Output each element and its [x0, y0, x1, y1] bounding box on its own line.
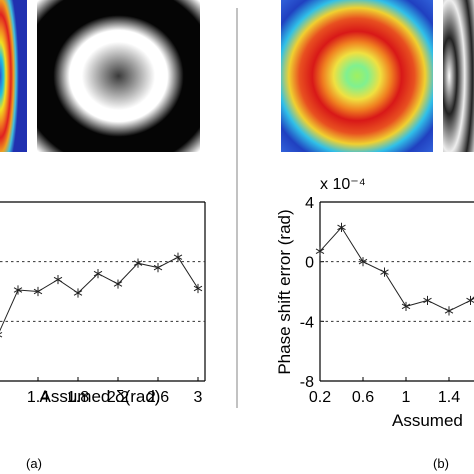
plot-panel-b: 40-4-8 0.20.611.41 Phase shift error (ra… [275, 176, 474, 471]
x-tick-label-b-2: 1 [402, 389, 411, 406]
x-axis-label-a: Assumed δ(rad) [40, 387, 161, 406]
data-point-a-5 [73, 288, 83, 298]
y-tick-label-b-1: 0 [305, 255, 314, 272]
reference-lines-b [320, 261, 474, 322]
y-axis-label-b: Phase shift error (rad) [275, 209, 294, 374]
y-tick-label-b-3: -8 [300, 374, 314, 391]
plot-panel-a: 1.4 1.8 2.2 2.6 3 Assumed δ(rad) (a) [0, 201, 206, 471]
x-tick-label-a-1: 1.8 [67, 389, 89, 406]
panel-label-a: (a) [26, 456, 42, 471]
series-markers-b [315, 222, 474, 316]
x-tick-label-a-4: 3 [194, 389, 203, 406]
data-point-b-2 [358, 257, 368, 267]
reference-lines-a [0, 261, 205, 322]
data-point-a-8 [133, 258, 143, 268]
data-point-a-11 [193, 283, 203, 294]
data-point-b-0 [315, 246, 325, 256]
series-line-a [0, 256, 199, 332]
x-tick-label-b-3: 1.4 [438, 389, 460, 406]
y-tick-label-b-2: -4 [300, 314, 314, 331]
x-tick-label-a-2: 2.2 [107, 389, 129, 406]
data-point-a-1 [0, 332, 3, 338]
series-line-b [319, 226, 474, 312]
x-tick-label-b-1: 0.6 [352, 389, 374, 406]
plot-frame-b [319, 201, 474, 382]
y-tick-labels-b: 4 0 -4 -8 [300, 195, 314, 391]
fringe-images [0, 0, 474, 152]
data-point-b-3 [380, 267, 389, 277]
fringe-gray-image-b [443, 0, 474, 152]
x-axis-label-b: Assumed [392, 411, 463, 430]
data-point-b-6 [444, 306, 454, 316]
data-point-a-3 [33, 286, 43, 297]
series-markers-a [0, 252, 203, 338]
fringe-gray-image-a [37, 0, 200, 152]
data-point-a-6 [93, 269, 103, 279]
data-point-a-2 [13, 285, 23, 295]
x-tick-label-a-3: 2.6 [147, 389, 169, 406]
fringe-color-image-b [281, 0, 433, 152]
data-point-a-7 [113, 279, 123, 289]
data-point-a-10 [173, 252, 183, 262]
plot-frame-a [0, 201, 206, 382]
data-point-b-7 [466, 295, 474, 306]
data-point-a-4 [53, 274, 63, 285]
data-point-b-1 [337, 222, 346, 232]
x-tick-label-a-0: 1.4 [27, 389, 49, 406]
x-tick-labels-b: 0.20.611.41 [309, 389, 460, 406]
x-tick-label-b-0: 0.2 [309, 389, 331, 406]
scale-exponent-b: x 10⁻⁴ [320, 176, 366, 193]
x-tick-labels-a: 1.4 1.8 2.2 2.6 3 [27, 389, 203, 406]
panel-label-b: (b) [433, 456, 449, 471]
fringe-color-image-a [0, 0, 27, 152]
data-point-a-9 [153, 263, 163, 273]
data-point-b-4 [401, 301, 411, 312]
data-point-b-5 [423, 295, 432, 306]
x-ticks-a [37, 377, 199, 381]
y-tick-label-b-0: 4 [305, 195, 314, 212]
